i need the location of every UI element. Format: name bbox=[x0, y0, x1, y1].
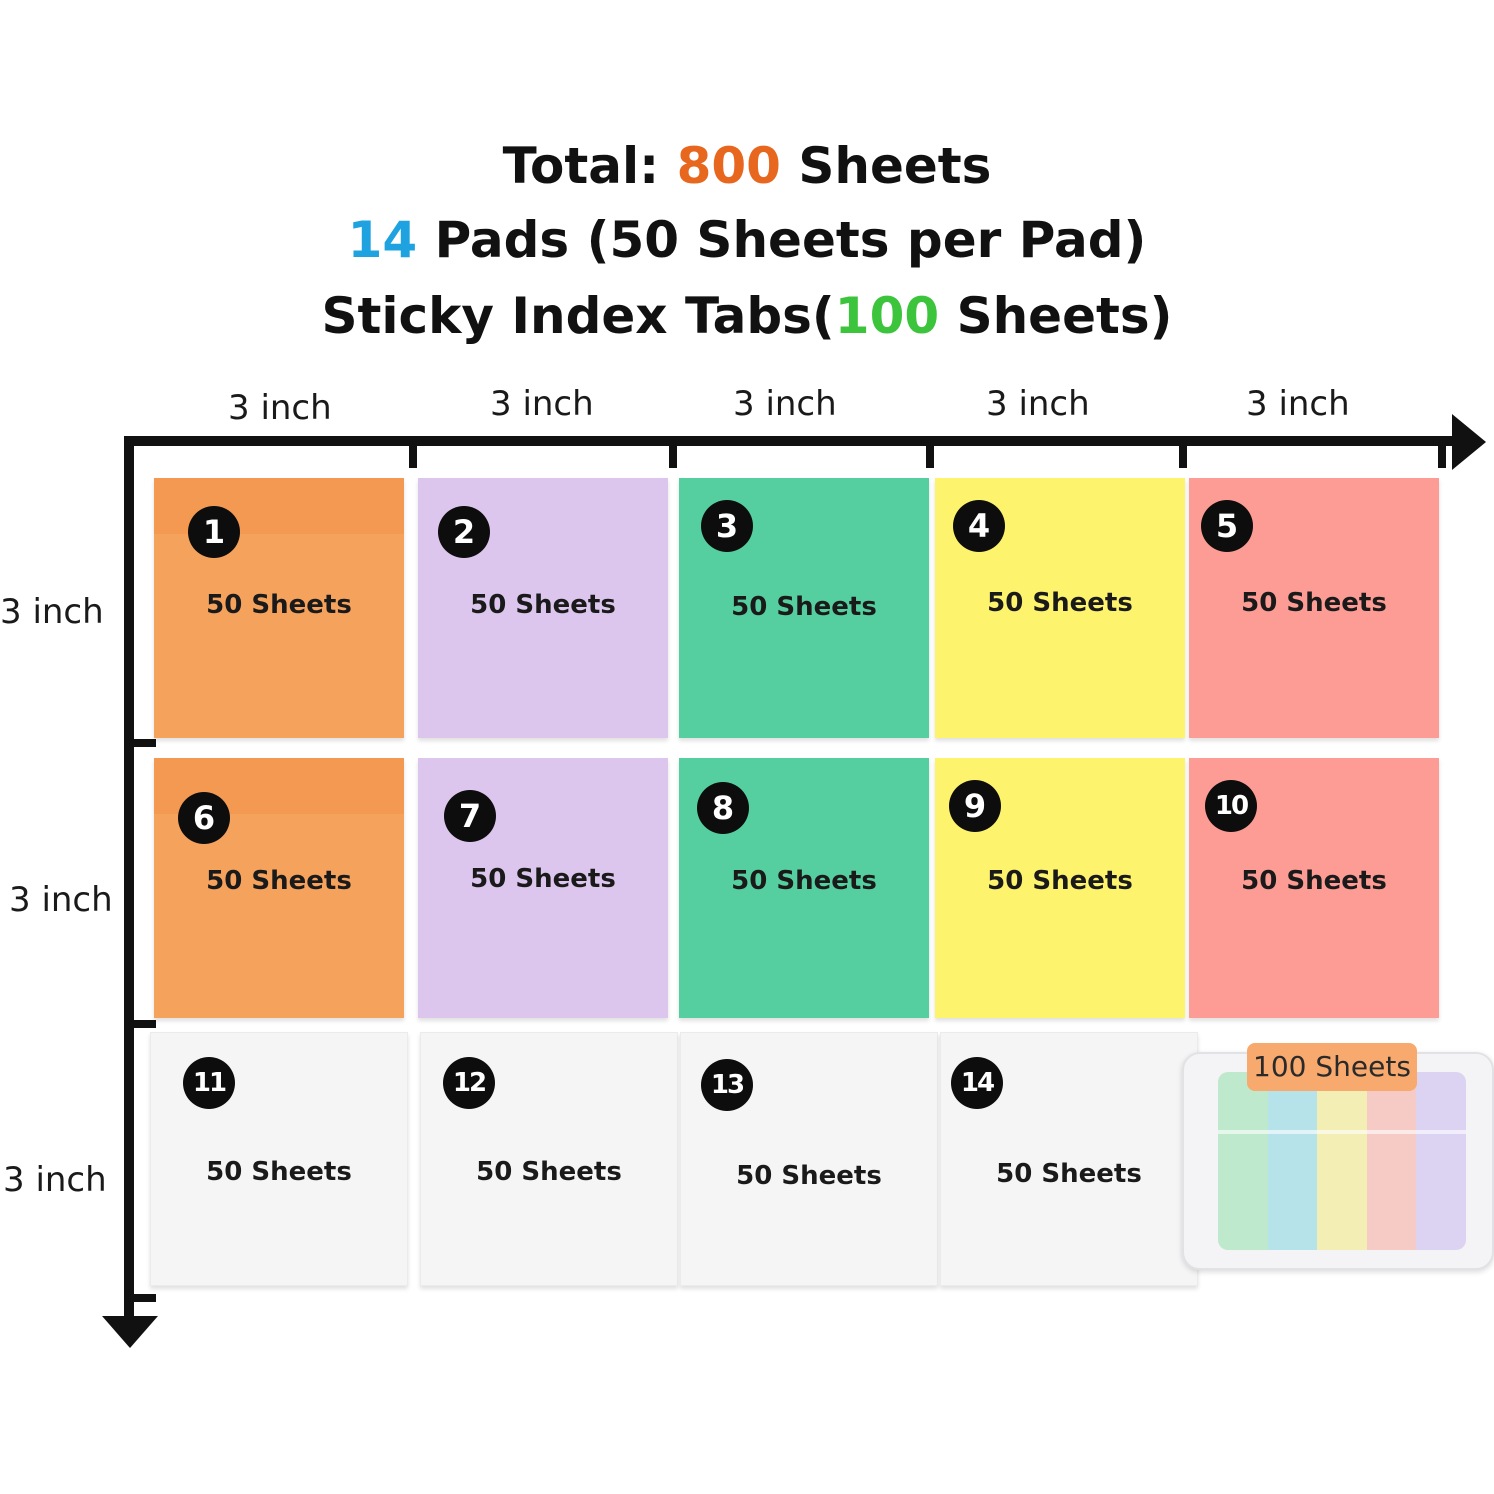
index-tabs-label: 100 Sheets bbox=[1247, 1043, 1417, 1091]
total-sheets-line: Total: 800 Sheets bbox=[0, 136, 1494, 196]
pad-number-badge: 7 bbox=[444, 790, 496, 842]
pad-number-badge: 1 bbox=[188, 506, 240, 558]
sticky-pad-11: 11 50 Sheets bbox=[150, 1032, 408, 1286]
pad-number-badge: 14 bbox=[951, 1057, 1003, 1109]
pad-number-badge: 3 bbox=[701, 500, 753, 552]
pad-sheets-label: 50 Sheets bbox=[470, 864, 616, 894]
axis-tick bbox=[132, 1294, 156, 1302]
axis-tick bbox=[409, 444, 417, 468]
pad-sheets-label: 50 Sheets bbox=[206, 866, 352, 896]
column-dimension-4: 3 inch bbox=[986, 384, 1090, 424]
index-tab-strip bbox=[1218, 1072, 1268, 1250]
sticky-pad-5: 5 50 Sheets bbox=[1189, 478, 1439, 738]
axis-tick bbox=[1179, 444, 1187, 468]
column-dimension-5: 3 inch bbox=[1246, 384, 1350, 424]
sticky-pad-14: 14 50 Sheets bbox=[940, 1032, 1198, 1286]
vertical-axis bbox=[124, 436, 134, 1322]
pad-sheets-label: 50 Sheets bbox=[987, 866, 1133, 896]
sticky-pad-3: 3 50 Sheets bbox=[679, 478, 929, 738]
total-suffix: Sheets bbox=[780, 137, 992, 195]
total-prefix: Total: bbox=[502, 137, 677, 195]
sticky-pad-4: 4 50 Sheets bbox=[935, 478, 1185, 738]
pad-count: 14 bbox=[347, 211, 418, 269]
row-dimension-3: 3 inch bbox=[3, 1160, 107, 1200]
pad-sheets-label: 50 Sheets bbox=[206, 1157, 352, 1187]
sticky-pad-1: 1 50 Sheets bbox=[154, 478, 404, 738]
pad-number-badge: 4 bbox=[953, 500, 1005, 552]
index-tabs-line: Sticky Index Tabs(100 Sheets) bbox=[0, 286, 1494, 346]
index-tabs-strips bbox=[1218, 1072, 1466, 1250]
axis-tick bbox=[669, 444, 677, 468]
pad-sheets-label: 50 Sheets bbox=[996, 1159, 1142, 1189]
sticky-pad-13: 13 50 Sheets bbox=[680, 1032, 938, 1286]
pad-number-badge: 13 bbox=[701, 1059, 753, 1111]
pad-number-badge: 10 bbox=[1205, 780, 1257, 832]
pad-number-badge: 6 bbox=[178, 792, 230, 844]
pad-sheets-label: 50 Sheets bbox=[987, 588, 1133, 618]
index-tab-strip bbox=[1317, 1072, 1367, 1250]
pad-number-badge: 11 bbox=[183, 1057, 235, 1109]
pad-number-badge: 8 bbox=[697, 782, 749, 834]
sticky-pad-7: 7 50 Sheets bbox=[418, 758, 668, 1018]
column-dimension-3: 3 inch bbox=[733, 384, 837, 424]
pad-sheets-label: 50 Sheets bbox=[731, 592, 877, 622]
pad-number-badge: 12 bbox=[443, 1057, 495, 1109]
horizontal-arrow-head-icon bbox=[1452, 414, 1486, 470]
row-dimension-1: 3 inch bbox=[0, 592, 104, 632]
vertical-arrow-head-icon bbox=[102, 1316, 158, 1348]
pad-sheets-label: 50 Sheets bbox=[470, 590, 616, 620]
sticky-pad-8: 8 50 Sheets bbox=[679, 758, 929, 1018]
pads-line: 14 Pads (50 Sheets per Pad) bbox=[0, 210, 1494, 270]
pad-sheets-label: 50 Sheets bbox=[1241, 588, 1387, 618]
column-dimension-1: 3 inch bbox=[228, 388, 332, 428]
axis-tick bbox=[1438, 444, 1446, 468]
index-tab-strip bbox=[1267, 1072, 1318, 1250]
axis-tick bbox=[132, 1020, 156, 1028]
pad-number-badge: 2 bbox=[438, 506, 490, 558]
column-dimension-2: 3 inch bbox=[490, 384, 594, 424]
index-tab-strip bbox=[1416, 1072, 1466, 1250]
tabs-suffix: Sheets) bbox=[939, 287, 1173, 345]
tabs-prefix: Sticky Index Tabs( bbox=[321, 287, 835, 345]
axis-tick bbox=[132, 739, 156, 747]
pad-sheets-label: 50 Sheets bbox=[206, 590, 352, 620]
sticky-pad-10: 10 50 Sheets bbox=[1189, 758, 1439, 1018]
horizontal-axis bbox=[124, 436, 1460, 446]
pads-suffix: Pads (50 Sheets per Pad) bbox=[417, 211, 1147, 269]
row-dimension-2: 3 inch bbox=[9, 880, 113, 920]
index-tab-strip bbox=[1366, 1072, 1417, 1250]
sticky-pad-6: 6 50 Sheets bbox=[154, 758, 404, 1018]
sticky-pad-9: 9 50 Sheets bbox=[935, 758, 1185, 1018]
pad-number-badge: 5 bbox=[1201, 500, 1253, 552]
pad-number-badge: 9 bbox=[949, 780, 1001, 832]
axis-tick bbox=[926, 444, 934, 468]
sticky-pad-2: 2 50 Sheets bbox=[418, 478, 668, 738]
sticky-pad-12: 12 50 Sheets bbox=[420, 1032, 678, 1286]
pad-sheets-label: 50 Sheets bbox=[1241, 866, 1387, 896]
pad-sheets-label: 50 Sheets bbox=[476, 1157, 622, 1187]
tabs-count: 100 bbox=[834, 287, 940, 345]
pad-sheets-label: 50 Sheets bbox=[731, 866, 877, 896]
pad-sheets-label: 50 Sheets bbox=[736, 1161, 882, 1191]
total-count: 800 bbox=[676, 137, 781, 195]
